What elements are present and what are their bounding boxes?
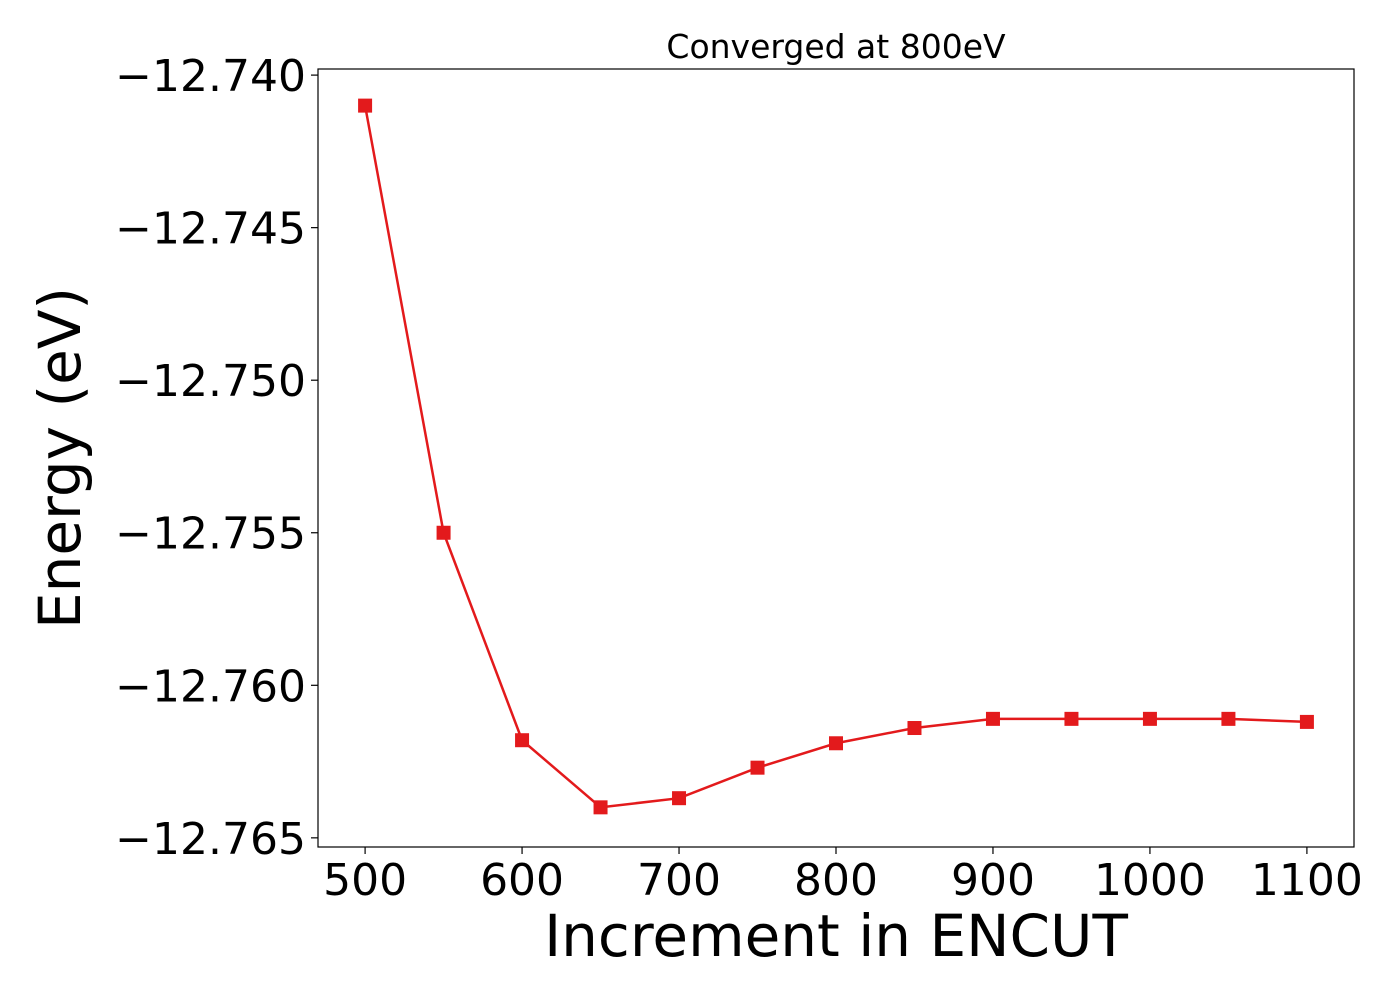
y-axis-ticks: −12.740 −12.745 −12.750 −12.755 −12.760 −12.7… (115, 51, 318, 865)
y-axis-title: Energy (eV) (26, 287, 94, 629)
x-tick-label: 1000 (1094, 855, 1206, 906)
data-point (907, 721, 922, 736)
y-tick-label: −12.760 (115, 661, 306, 712)
data-point (750, 760, 765, 775)
data-point (1064, 711, 1079, 726)
data-point (515, 733, 530, 748)
y-tick-label: −12.750 (115, 356, 306, 407)
data-point (593, 800, 608, 815)
data-point (1299, 714, 1314, 729)
x-tick-label: 800 (794, 855, 878, 906)
x-tick-label: 500 (323, 855, 407, 906)
data-point (985, 711, 1000, 726)
y-tick-label: −12.745 (115, 204, 306, 255)
series-line (363, 105, 1307, 809)
x-axis-ticks: 500 600 700 800 900 1000 1100 (323, 847, 1363, 906)
x-tick-label: 1100 (1251, 855, 1363, 906)
x-tick-label: 600 (480, 855, 564, 906)
x-axis-title: Increment in ENCUT (544, 902, 1128, 970)
chart-title: Converged at 800eV (666, 27, 1006, 66)
data-point (1221, 711, 1236, 726)
data-point (1142, 711, 1157, 726)
data-point (672, 791, 687, 806)
data-point (358, 98, 373, 113)
y-tick-label: −12.740 (115, 51, 306, 102)
data-point (829, 736, 843, 751)
series-layer (358, 98, 1314, 815)
data-point (436, 525, 451, 540)
x-tick-label: 700 (637, 855, 721, 906)
y-tick-label: −12.765 (115, 814, 306, 865)
y-tick-label: −12.755 (115, 509, 306, 560)
x-tick-label: 900 (951, 855, 1035, 906)
plot-frame (317, 68, 1355, 848)
